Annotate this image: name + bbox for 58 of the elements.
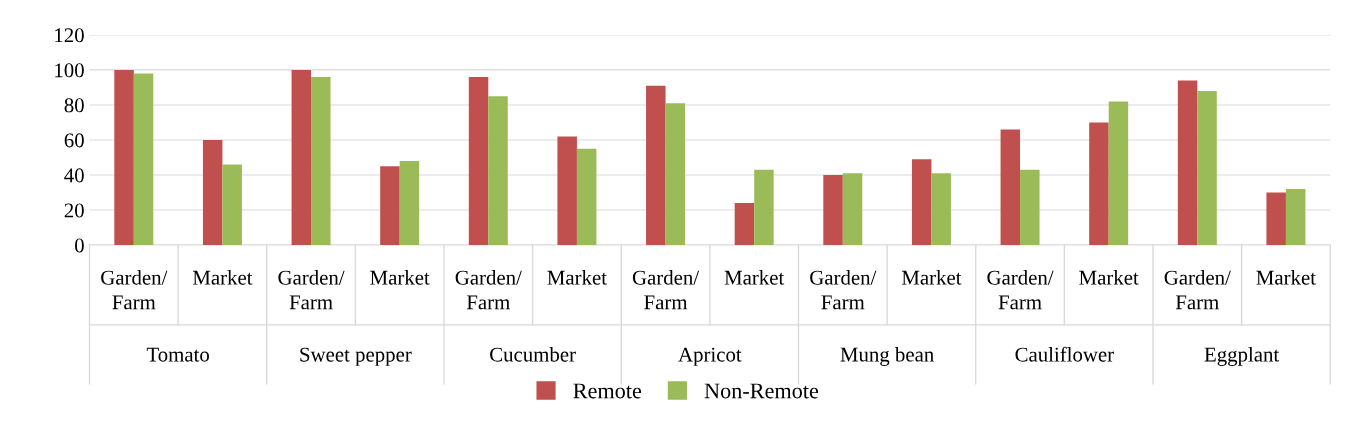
y-tick-label: 80 (64, 98, 84, 113)
legend-label: Non-Remote (704, 383, 819, 399)
bar (202, 139, 223, 246)
bar (468, 76, 489, 246)
bar (133, 73, 154, 246)
bar (734, 203, 755, 246)
text: Tomato (146, 347, 209, 362)
bar (911, 159, 932, 246)
bar (557, 136, 577, 246)
x-tick-label: Market (547, 270, 607, 285)
bar (1285, 188, 1306, 246)
bar (399, 160, 420, 246)
bar (576, 148, 597, 246)
text: Mung bean (840, 346, 934, 366)
bar (1197, 90, 1217, 246)
legend-label: Remote (573, 383, 642, 399)
x-tick-label: Garden/ Farm (987, 270, 1054, 310)
x-tick-label: Market (1079, 270, 1139, 285)
bar (311, 76, 331, 246)
text: Sweet pepper (300, 347, 412, 366)
y-tick-label: 100 (55, 63, 84, 78)
bar (1177, 80, 1198, 246)
x-tick-label: Garden/ Farm (1164, 270, 1231, 310)
bar (754, 169, 774, 246)
bar (488, 96, 508, 246)
y-tick-label: 20 (64, 203, 84, 218)
bar (380, 166, 400, 246)
bar (222, 164, 242, 246)
y-tick-label: 60 (64, 133, 84, 148)
text: Cucumber (490, 346, 576, 362)
bar (114, 69, 134, 246)
y-tick-label: 120 (55, 28, 84, 43)
x-tick-label: Garden/ Farm (632, 270, 700, 310)
x-tick-label: Market (901, 270, 962, 285)
x-tick-label: Garden/ Farm (810, 270, 877, 310)
x-tick-label: Garden/ Farm (101, 270, 168, 310)
bar (646, 85, 666, 246)
x-tick-label: Market (192, 270, 253, 285)
bar (1020, 169, 1040, 246)
bar (1000, 129, 1021, 246)
y-tick-label: 0 (75, 238, 84, 253)
x-tick-label: Market (370, 270, 430, 285)
x-tick-label: Market (724, 270, 785, 285)
x-tick-label: Market (1256, 270, 1316, 285)
y-tick-label: 40 (64, 168, 84, 183)
bar (1089, 122, 1109, 246)
bar (1266, 192, 1286, 246)
bar (842, 173, 863, 246)
bar (291, 69, 312, 246)
x-tick-label: Garden/ Farm (278, 270, 345, 310)
bar (823, 174, 843, 246)
bar (1108, 101, 1129, 246)
text: Eggplant (1204, 346, 1280, 366)
bar (931, 173, 951, 246)
x-tick-label: Garden/ Farm (455, 270, 522, 310)
text: Cauliflower (1015, 346, 1114, 362)
text: Apricot (678, 347, 742, 366)
bar (665, 103, 686, 246)
